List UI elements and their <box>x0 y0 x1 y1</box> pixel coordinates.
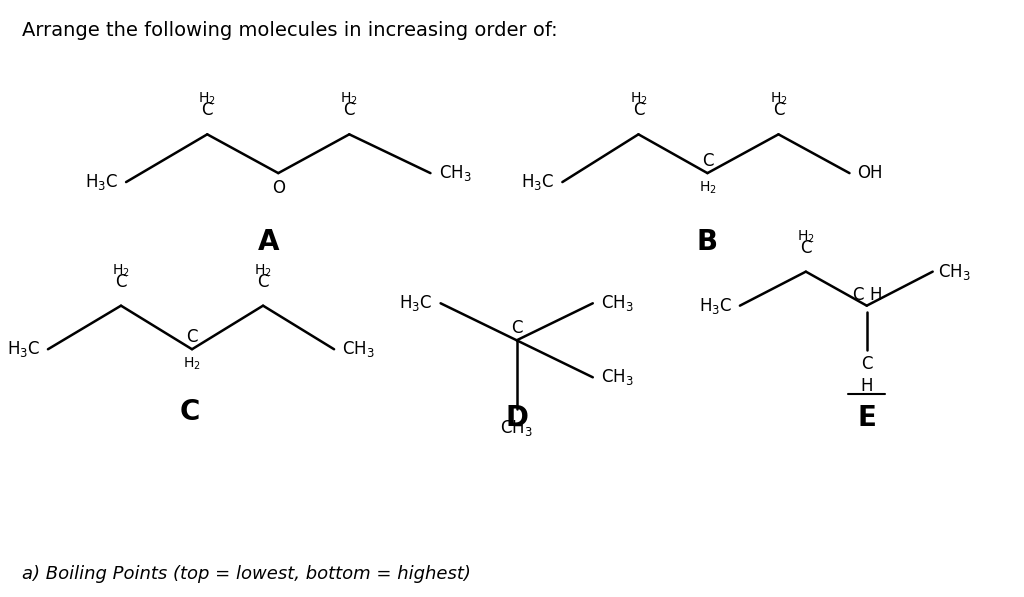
Text: C: C <box>343 101 355 119</box>
Text: $\mathregular{H_2}$: $\mathregular{H_2}$ <box>630 91 647 107</box>
Text: $\mathregular{H_3C}$: $\mathregular{H_3C}$ <box>6 339 40 359</box>
Text: Arrange the following molecules in increasing order of:: Arrange the following molecules in incre… <box>22 21 557 40</box>
Text: $\mathregular{H_2}$: $\mathregular{H_2}$ <box>254 263 272 279</box>
Text: B: B <box>697 228 718 256</box>
Text: C: C <box>202 101 213 119</box>
Text: $\mathregular{CH_3}$: $\mathregular{CH_3}$ <box>601 293 634 313</box>
Text: C: C <box>257 273 268 291</box>
Text: C: C <box>861 355 872 373</box>
Text: C: C <box>186 328 198 346</box>
Text: $\mathregular{CH_3}$: $\mathregular{CH_3}$ <box>601 367 634 387</box>
Text: $\mathregular{H_2}$: $\mathregular{H_2}$ <box>797 229 815 245</box>
Text: $\mathregular{H_3C}$: $\mathregular{H_3C}$ <box>698 296 732 316</box>
Text: $\mathregular{CH_3}$: $\mathregular{CH_3}$ <box>938 261 971 282</box>
Text: C: C <box>800 239 812 257</box>
Text: $\mathregular{H_2}$: $\mathregular{H_2}$ <box>340 91 358 107</box>
Text: $\mathregular{H_2}$: $\mathregular{H_2}$ <box>112 263 130 279</box>
Text: C: C <box>633 101 644 119</box>
Text: $\mathregular{CH_3}$: $\mathregular{CH_3}$ <box>501 418 534 438</box>
Text: C: C <box>773 101 784 119</box>
Text: C: C <box>701 152 713 170</box>
Text: E: E <box>857 404 877 432</box>
Text: $\mathregular{H_2}$: $\mathregular{H_2}$ <box>199 91 216 107</box>
Text: D: D <box>505 404 528 432</box>
Text: $\mathregular{H_2}$: $\mathregular{H_2}$ <box>183 355 201 371</box>
Text: O: O <box>271 179 285 197</box>
Text: C: C <box>180 398 200 426</box>
Text: $\mathregular{H_3C}$: $\mathregular{H_3C}$ <box>521 172 554 192</box>
Text: a) Boiling Points (top = lowest, bottom = highest): a) Boiling Points (top = lowest, bottom … <box>22 565 470 583</box>
Text: OH: OH <box>858 164 883 182</box>
Text: A: A <box>257 228 279 256</box>
Text: $\mathregular{CH_3}$: $\mathregular{CH_3}$ <box>438 163 471 183</box>
Text: $\mathregular{H_3C}$: $\mathregular{H_3C}$ <box>85 172 118 192</box>
Text: $\mathregular{H_2}$: $\mathregular{H_2}$ <box>698 179 717 195</box>
Text: C: C <box>116 273 127 291</box>
Text: $\mathregular{H_2}$: $\mathregular{H_2}$ <box>770 91 787 107</box>
Text: $\mathregular{H_3C}$: $\mathregular{H_3C}$ <box>399 293 432 313</box>
Text: $\mathregular{CH_3}$: $\mathregular{CH_3}$ <box>342 339 375 359</box>
Text: C: C <box>511 319 522 337</box>
Text: H: H <box>869 286 883 304</box>
Text: H: H <box>860 377 873 395</box>
Text: C: C <box>852 286 863 304</box>
